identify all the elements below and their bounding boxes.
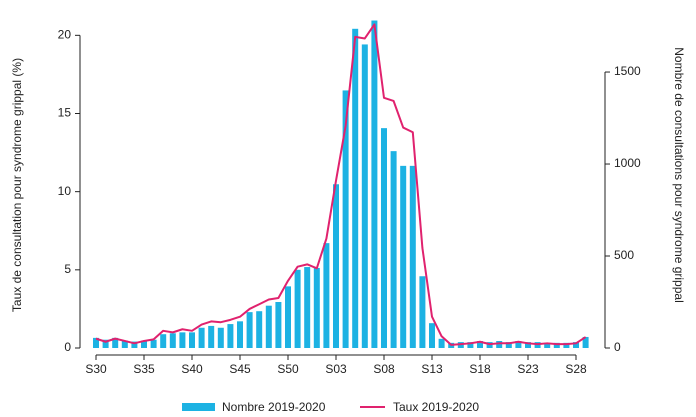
x-tick-label: S35 (133, 362, 155, 376)
bar (361, 44, 368, 348)
bar (553, 342, 560, 348)
y-tick-label: 0 (64, 340, 71, 354)
bar (121, 340, 128, 348)
bar (390, 151, 397, 348)
bar (160, 334, 167, 348)
bar (198, 327, 205, 348)
bar (265, 305, 272, 348)
bar (342, 90, 349, 348)
bar (169, 333, 176, 348)
y2-tick-label: 0 (614, 340, 621, 354)
x-tick-label: S28 (565, 362, 587, 376)
x-tick-label: S45 (229, 362, 251, 376)
bar (419, 276, 426, 348)
bar (381, 128, 387, 348)
bar (275, 302, 282, 348)
y-axis-label: Taux de consultation pour syndrome gripp… (10, 58, 24, 312)
y-tick-label: 5 (64, 262, 71, 276)
bar (93, 337, 99, 348)
y2-tick-label: 500 (614, 248, 634, 262)
bar (227, 324, 234, 348)
x-tick-label: S03 (325, 362, 347, 376)
bar (438, 338, 445, 348)
legend-label: Taux 2019-2020 (393, 400, 479, 414)
bar (515, 341, 522, 348)
bar (467, 342, 474, 348)
bar (179, 332, 186, 348)
legend-swatch (182, 403, 215, 411)
bar (237, 321, 243, 348)
bar (505, 342, 512, 348)
bar (304, 267, 311, 348)
bar (217, 327, 224, 348)
bar (544, 342, 551, 348)
x-tick-label: S30 (85, 362, 107, 376)
y2-tick-label: 1000 (614, 156, 641, 170)
y2-axis-label: Nombre de consultations pour syndrome gr… (672, 47, 686, 302)
bar (496, 341, 503, 348)
bar (409, 165, 416, 348)
bar (333, 184, 339, 348)
bar (141, 340, 147, 348)
legend-label: Nombre 2019-2020 (222, 400, 326, 414)
bar (563, 342, 570, 348)
bar (323, 243, 330, 348)
bar (477, 341, 483, 348)
bar (256, 311, 263, 348)
bar (573, 342, 579, 348)
y-tick-label: 15 (58, 106, 72, 120)
x-tick-label: S23 (517, 362, 539, 376)
y-tick-label: 20 (58, 27, 72, 41)
x-tick-label: S18 (469, 362, 491, 376)
x-tick-label: S08 (373, 362, 395, 376)
x-tick-label: S40 (181, 362, 203, 376)
y-tick-label: 10 (58, 184, 72, 198)
line (95, 23, 587, 346)
bar (102, 339, 109, 348)
bar (246, 312, 253, 348)
bar (429, 323, 435, 348)
bar (285, 286, 291, 348)
y2-tick-label: 1500 (614, 64, 641, 78)
x-tick-label: S13 (421, 362, 443, 376)
bar (112, 337, 119, 348)
bar (371, 20, 378, 348)
bar (150, 339, 157, 348)
bar (525, 342, 531, 348)
bar (294, 269, 301, 348)
bar (352, 28, 359, 349)
bar (313, 267, 320, 348)
bar (189, 332, 195, 348)
bar (208, 325, 215, 348)
bar (131, 341, 138, 348)
bar (400, 165, 407, 348)
bar (582, 336, 589, 348)
x-tick-label: S50 (277, 362, 299, 376)
